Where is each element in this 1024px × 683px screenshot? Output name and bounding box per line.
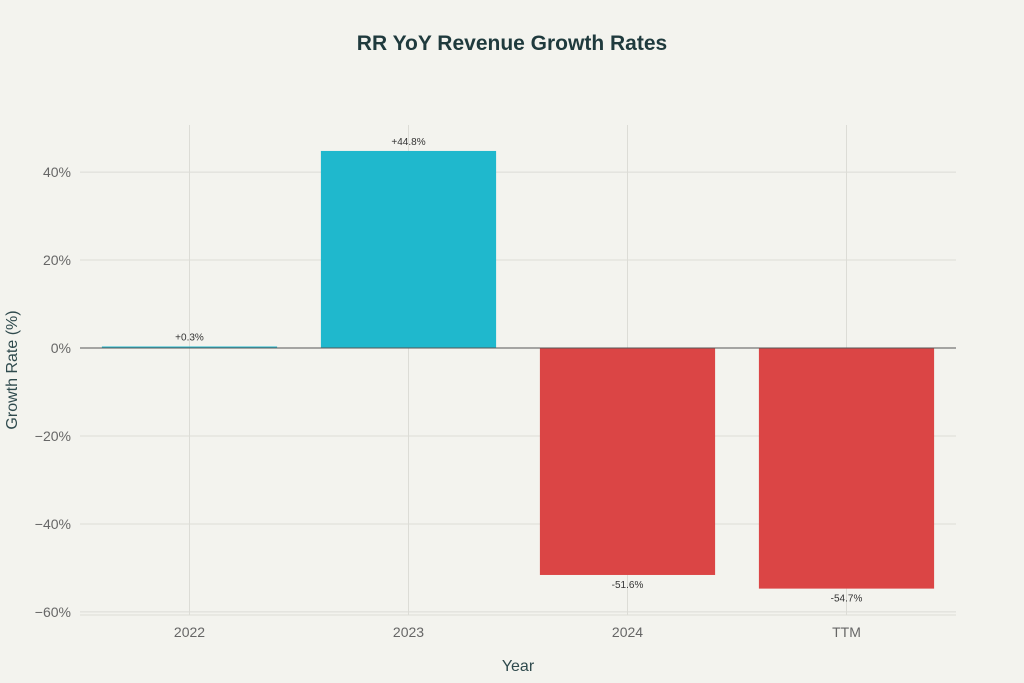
y-tick-label: −60% [35, 604, 71, 620]
y-tick-label: 40% [43, 164, 71, 180]
x-tick-label: 2023 [393, 624, 424, 640]
x-tick-label: TTM [832, 624, 861, 640]
y-axis-ticks: 40% 20% 0% −20% −40% −60% [35, 164, 71, 620]
x-axis-label: Year [502, 658, 535, 675]
y-tick-label: 20% [43, 252, 71, 268]
bars [101, 150, 935, 589]
data-label: -51.6% [612, 580, 644, 591]
y-tick-label: −40% [35, 516, 71, 532]
bar-2022 [101, 346, 278, 349]
data-label: -54.7% [831, 594, 863, 605]
bar-ttm [758, 348, 935, 589]
data-label: +0.3% [175, 333, 204, 344]
chart-title: RR YoY Revenue Growth Rates [357, 32, 667, 55]
bar-2024 [539, 348, 716, 575]
x-tick-label: 2024 [612, 624, 643, 640]
y-axis-label: Growth Rate (%) [4, 310, 21, 429]
data-labels: +0.3% +44.8% -51.6% -54.7% [80, 137, 956, 605]
bar-2023 [320, 150, 497, 349]
y-tick-label: 0% [51, 340, 71, 356]
x-tick-label: 2022 [174, 624, 205, 640]
y-tick-label: −20% [35, 428, 71, 444]
data-label: +44.8% [391, 137, 425, 148]
x-axis-ticks: 2022 2023 2024 TTM [174, 624, 861, 640]
